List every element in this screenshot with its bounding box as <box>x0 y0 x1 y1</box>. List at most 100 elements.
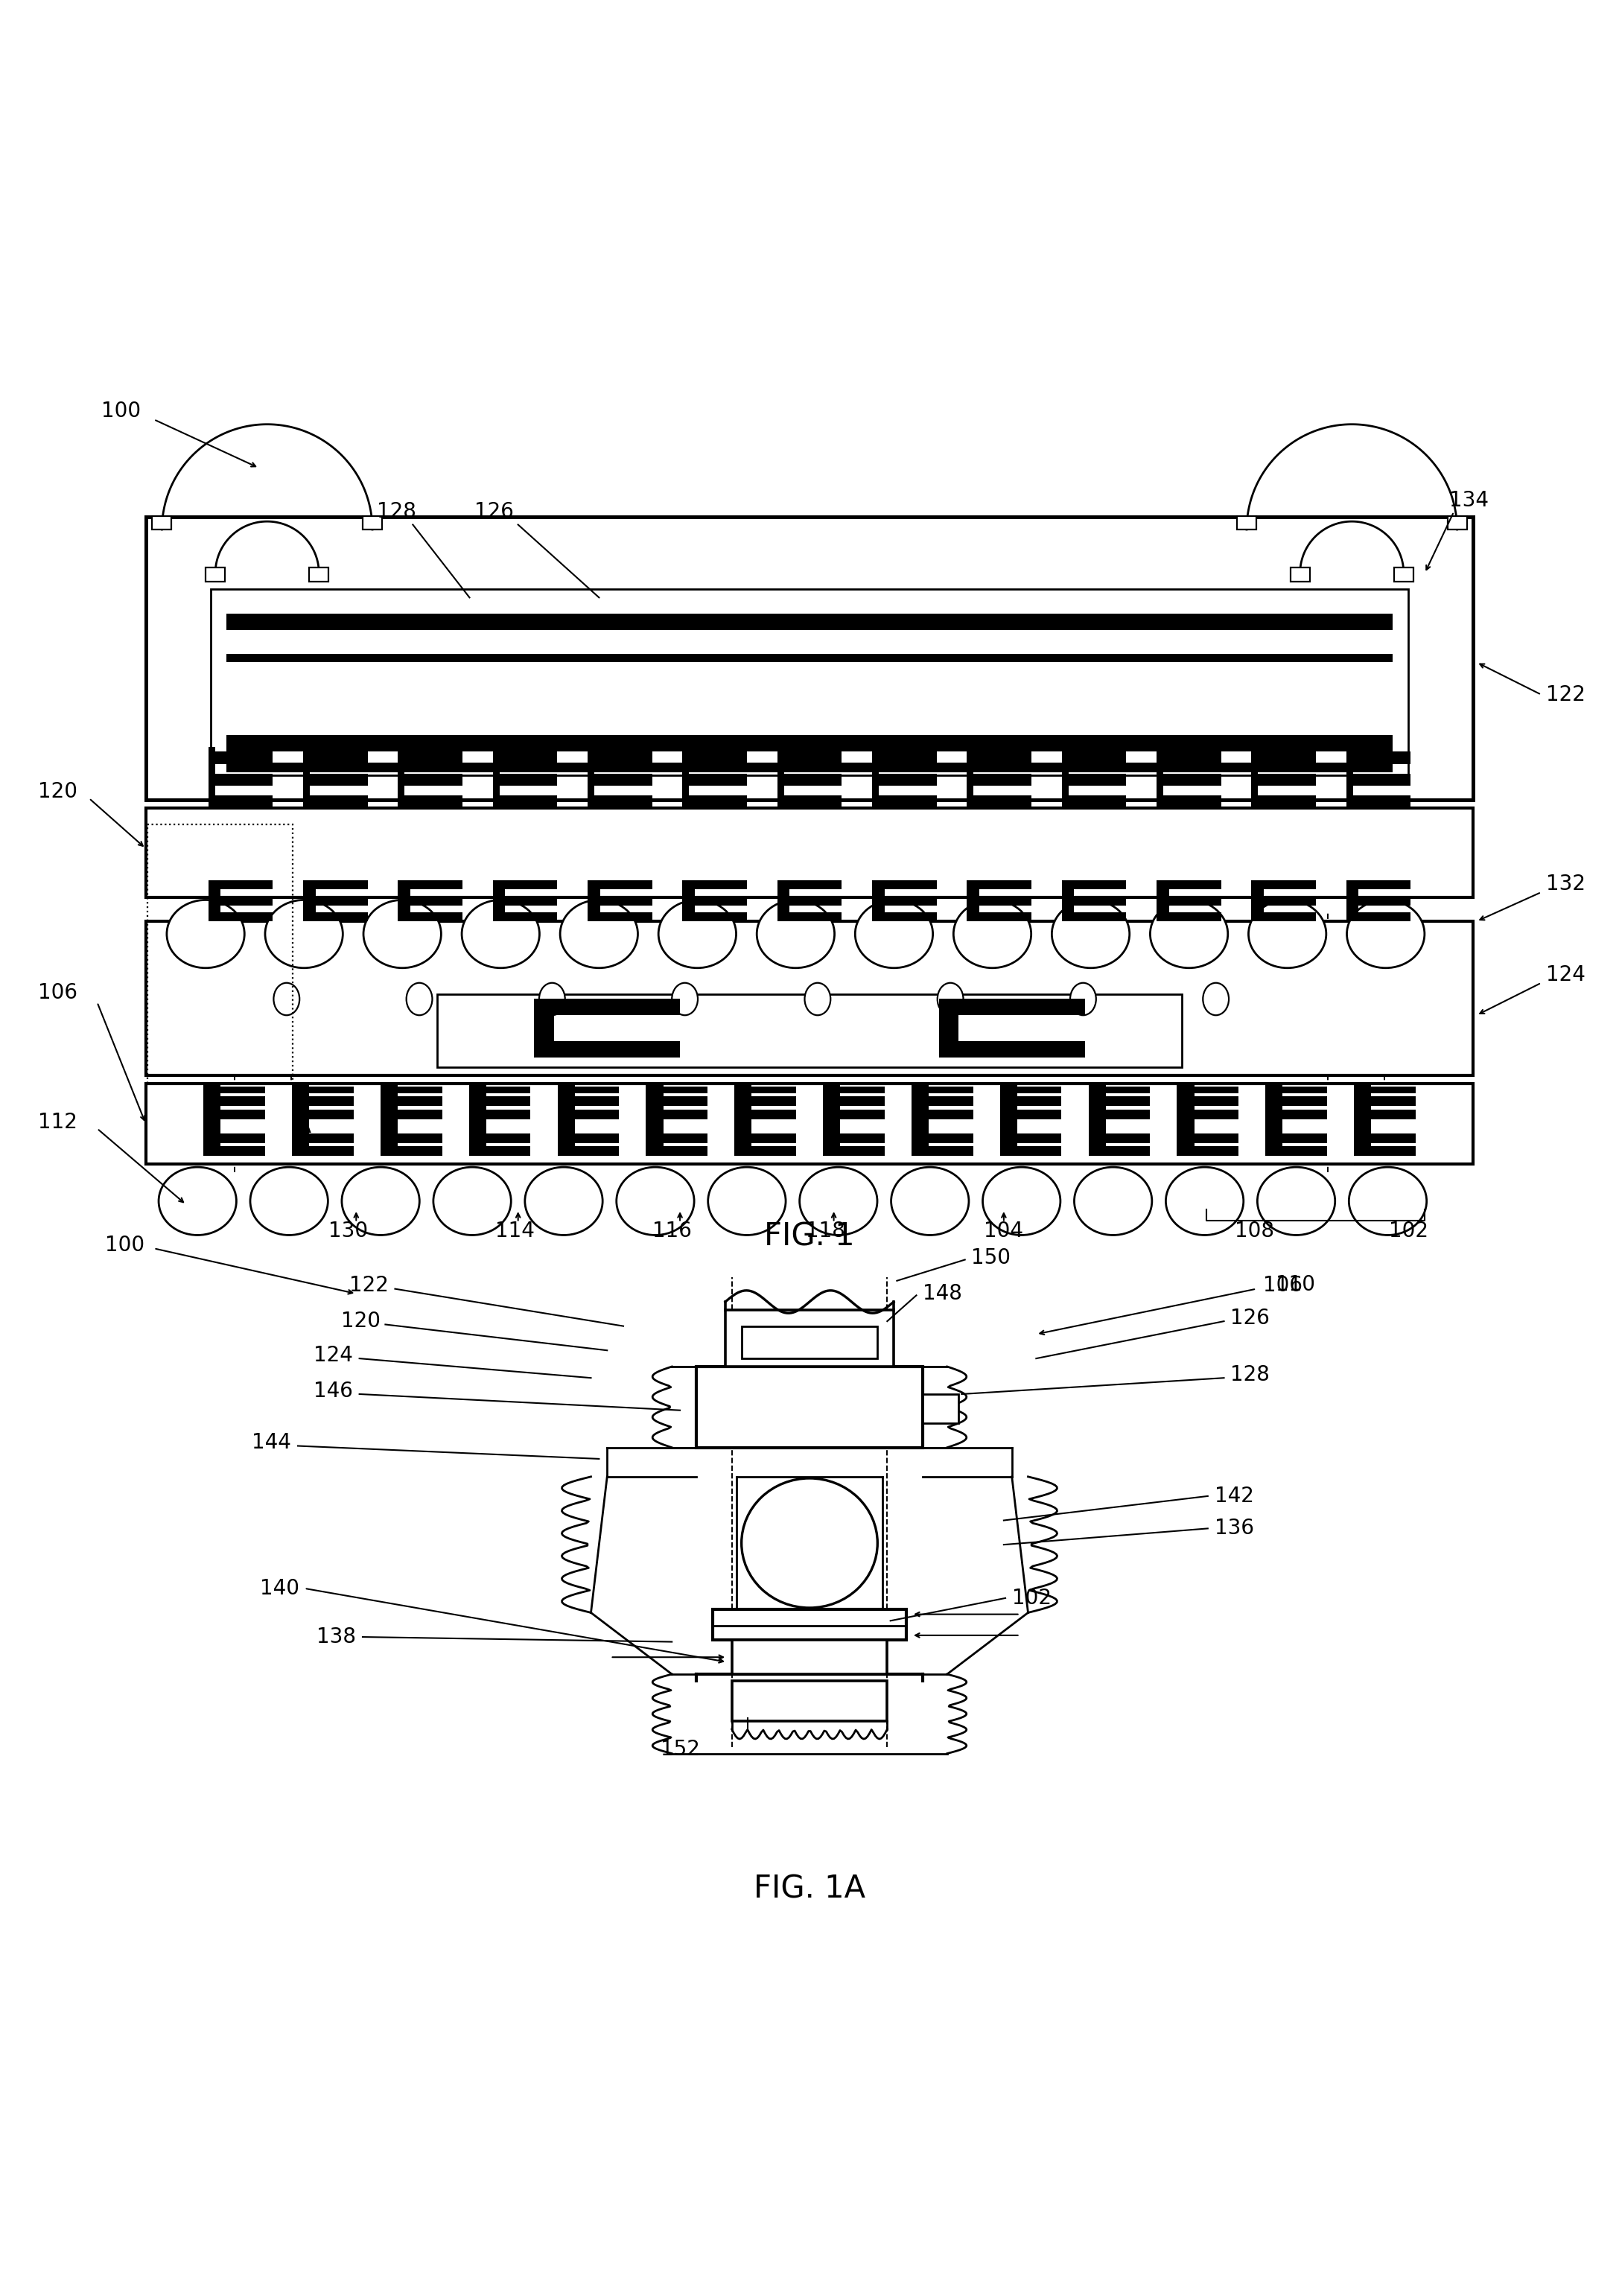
Bar <box>303 912 368 921</box>
Bar <box>682 912 746 921</box>
Bar <box>492 774 557 785</box>
Bar <box>1345 895 1410 905</box>
Bar <box>646 1109 708 1120</box>
Bar <box>557 1134 618 1143</box>
Ellipse shape <box>1166 1166 1243 1235</box>
Bar <box>146 1084 1473 1164</box>
Ellipse shape <box>1203 983 1229 1015</box>
Bar <box>967 746 973 808</box>
Bar <box>470 1086 531 1093</box>
Bar <box>682 879 746 889</box>
Bar <box>1251 797 1316 808</box>
Bar <box>939 999 1085 1015</box>
Bar <box>204 1146 266 1157</box>
Bar <box>967 774 1031 785</box>
Text: 124: 124 <box>314 1345 353 1366</box>
Bar <box>588 797 652 808</box>
Bar <box>1156 912 1221 921</box>
Bar <box>1177 1146 1239 1157</box>
Bar <box>1088 1109 1149 1120</box>
Ellipse shape <box>560 900 638 969</box>
Text: 134: 134 <box>1449 489 1488 510</box>
Text: 112: 112 <box>39 1111 78 1132</box>
Bar <box>646 1134 708 1143</box>
Bar <box>1345 912 1410 921</box>
Bar <box>873 751 937 765</box>
Bar <box>873 879 884 921</box>
Bar <box>777 751 842 765</box>
Bar <box>204 1134 266 1143</box>
Bar <box>1156 879 1169 921</box>
Bar <box>735 1146 797 1157</box>
Bar <box>291 1134 353 1143</box>
Bar <box>291 1095 353 1107</box>
Bar <box>911 1095 973 1107</box>
Bar <box>1266 1134 1328 1143</box>
Bar <box>492 797 557 808</box>
Bar <box>911 1084 929 1157</box>
Bar <box>682 895 746 905</box>
Ellipse shape <box>855 900 933 969</box>
Bar <box>1177 1109 1239 1120</box>
Bar <box>1062 895 1127 905</box>
Bar <box>735 1095 797 1107</box>
Bar <box>646 1095 708 1107</box>
Bar <box>146 517 1473 799</box>
Bar <box>1353 1095 1415 1107</box>
Ellipse shape <box>1075 1166 1153 1235</box>
Ellipse shape <box>434 1166 512 1235</box>
Bar <box>470 1084 486 1157</box>
Text: 110: 110 <box>1276 1274 1315 1295</box>
Bar <box>303 774 368 785</box>
Bar <box>696 1366 923 1446</box>
Bar <box>646 1086 708 1093</box>
Ellipse shape <box>742 1479 877 1607</box>
Bar <box>1353 1086 1415 1093</box>
Text: 128: 128 <box>377 501 416 521</box>
Bar <box>1156 774 1221 785</box>
Bar <box>227 654 1392 661</box>
Bar <box>303 797 368 808</box>
Bar <box>492 895 557 905</box>
Bar <box>588 879 601 921</box>
Bar <box>735 1109 797 1120</box>
Ellipse shape <box>1149 900 1227 969</box>
Bar <box>380 1084 398 1157</box>
Ellipse shape <box>890 1166 968 1235</box>
Bar <box>1394 567 1413 581</box>
Bar <box>1156 797 1221 808</box>
Bar <box>227 735 1392 751</box>
Bar <box>939 999 958 1058</box>
Bar <box>1062 912 1127 921</box>
Ellipse shape <box>800 1166 877 1235</box>
Bar <box>146 808 1473 898</box>
Bar <box>534 1040 680 1058</box>
Text: 122: 122 <box>350 1274 389 1295</box>
Bar <box>1001 1084 1017 1157</box>
Text: 142: 142 <box>1214 1486 1253 1506</box>
Bar <box>1001 1086 1062 1093</box>
Text: 106: 106 <box>1263 1274 1302 1295</box>
Bar <box>291 1109 353 1120</box>
Bar <box>1156 746 1164 808</box>
Bar <box>777 912 842 921</box>
Ellipse shape <box>274 983 300 1015</box>
Bar <box>492 879 505 921</box>
Bar <box>725 1311 894 1366</box>
Bar <box>1251 912 1316 921</box>
Text: 138: 138 <box>317 1626 356 1646</box>
Bar <box>588 774 652 785</box>
Ellipse shape <box>342 1166 419 1235</box>
Text: 144: 144 <box>253 1433 291 1453</box>
Bar <box>380 1134 442 1143</box>
Bar <box>303 879 316 921</box>
Bar <box>380 1146 442 1157</box>
Bar <box>209 797 274 808</box>
Bar <box>363 517 382 530</box>
Bar <box>1447 517 1467 530</box>
Bar <box>682 751 746 765</box>
Bar <box>1266 1095 1328 1107</box>
Bar <box>735 1134 797 1143</box>
Bar <box>1353 1109 1415 1120</box>
Bar <box>732 1639 887 1674</box>
